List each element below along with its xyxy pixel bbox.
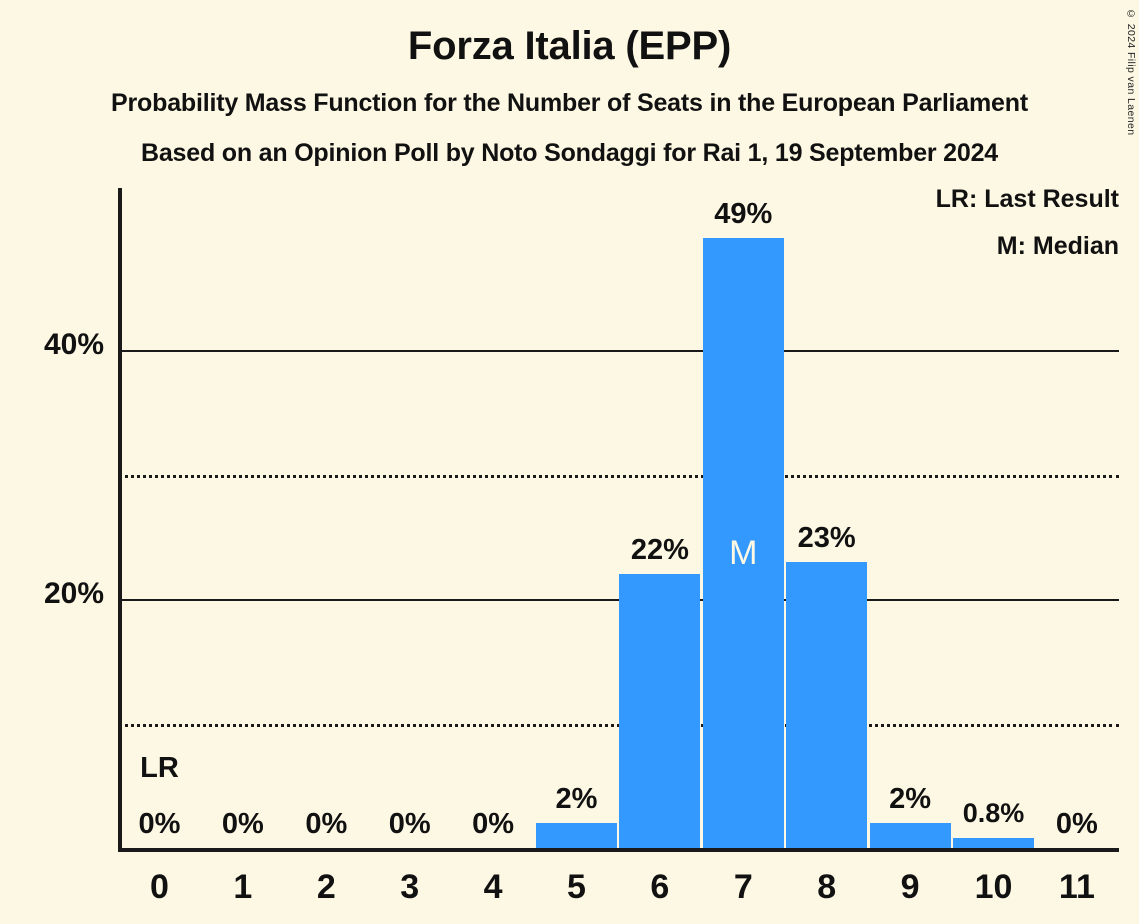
gridline-minor	[118, 723, 1119, 727]
gridline-major	[118, 350, 1119, 352]
x-axis-tick-label: 5	[567, 868, 586, 906]
copyright-notice: © 2024 Filip van Laenen	[1125, 8, 1137, 136]
bar-value-label: 0%	[305, 808, 348, 840]
chart-subtitle: Probability Mass Function for the Number…	[111, 89, 1028, 117]
chart-source-note: Based on an Opinion Poll by Noto Sondagg…	[141, 139, 998, 167]
bar-value-label: 22%	[630, 534, 689, 567]
bar-value-label: 0.8%	[962, 798, 1025, 829]
x-axis-tick-label: 0	[150, 868, 169, 906]
x-axis	[118, 848, 1119, 852]
x-axis-tick-label: 9	[900, 868, 920, 906]
bar-value-label: 2%	[555, 783, 598, 816]
x-axis-tick-label: 8	[817, 868, 837, 906]
page-title: Forza Italia (EPP)	[407, 24, 732, 68]
bar-value-label: 0%	[138, 808, 181, 840]
y-axis-tick-label: 40%	[43, 328, 104, 361]
bar-value-label: 49%	[714, 197, 773, 230]
x-axis-tick-label: 10	[974, 868, 1013, 906]
bar-value-label: 2%	[889, 783, 932, 816]
bar-value-label: 0%	[1055, 808, 1098, 840]
last-result-marker: LR	[140, 752, 179, 784]
x-axis-tick-label: 6	[650, 868, 670, 906]
bar[interactable]	[786, 561, 868, 848]
median-marker: M	[729, 534, 758, 573]
x-axis-tick-label: 1	[233, 868, 253, 906]
gridline-major	[118, 599, 1119, 601]
gridline-minor	[118, 474, 1119, 478]
y-axis-tick-label: 20%	[43, 577, 104, 610]
bar-value-label: 0%	[221, 808, 264, 840]
bar[interactable]	[702, 237, 784, 848]
x-axis-tick-label: 2	[316, 868, 336, 906]
bar[interactable]	[619, 574, 701, 848]
bar[interactable]	[536, 823, 617, 848]
bar-value-label: 0%	[388, 808, 431, 840]
bar-value-label: 0%	[472, 808, 515, 840]
x-axis-tick-label: 7	[733, 868, 753, 906]
legend-median: M: Median	[996, 232, 1119, 260]
x-axis-tick-label: 11	[1058, 868, 1095, 906]
bar-value-label: 23%	[797, 521, 856, 554]
plot-area: 0% 0% 0% 0% 0% 2% 22% 49% 23% 2% 0.8% 0% LR M	[118, 188, 1119, 852]
bar[interactable]	[953, 838, 1034, 848]
x-axis-tick-label: 3	[400, 868, 420, 906]
x-axis-tick-label: 4	[483, 868, 503, 906]
y-axis	[118, 188, 122, 852]
legend-last-result: LR: Last Result	[935, 185, 1119, 213]
bar[interactable]	[869, 823, 951, 848]
